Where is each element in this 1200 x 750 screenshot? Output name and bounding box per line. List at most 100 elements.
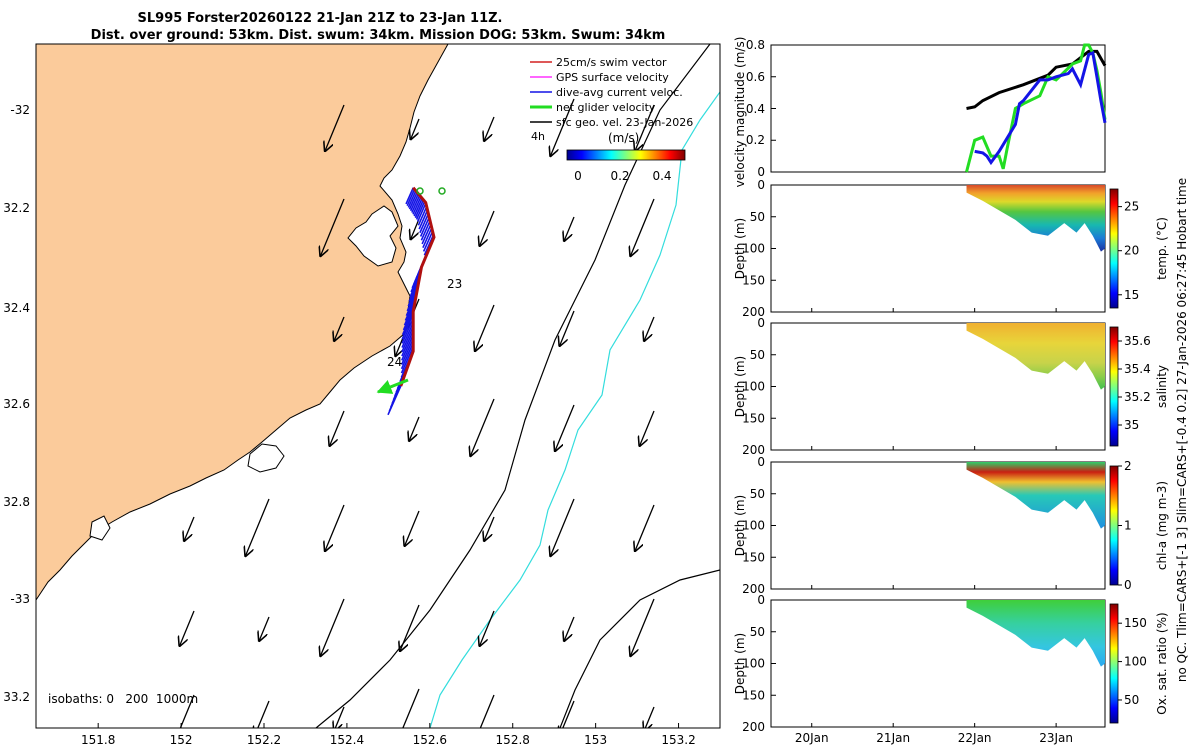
velocity-panel: 0 0.2 0.4 0.6 0.8 velocity magnitude (m/… — [733, 37, 1107, 188]
dive-avg-vector — [400, 342, 414, 370]
map-xtick-label: 152.6 — [413, 733, 447, 747]
geo-velocity-arrow — [644, 706, 655, 728]
depth-section-field — [966, 600, 1105, 667]
geo-velocity-arrow — [564, 216, 575, 241]
dive-avg-vector — [387, 385, 402, 416]
depth-ytick-label: 0 — [757, 178, 765, 192]
depth-ylabel: Depth (m) — [733, 495, 747, 556]
colorbar-label: temp. (°C) — [1155, 217, 1169, 280]
dive-avg-vector — [408, 191, 418, 210]
velocity-series-line — [974, 50, 1107, 166]
depth-section-field — [966, 462, 1105, 529]
geo-velocity-arrow — [630, 198, 655, 256]
track-start-marker-2 — [438, 187, 446, 195]
dive-avg-vector — [417, 206, 428, 226]
dive-avg-vector — [401, 318, 414, 344]
geo-velocity-arrow — [555, 404, 575, 451]
glider-track — [399, 186, 436, 387]
geo-velocity-arrow — [484, 516, 495, 541]
colorbar-tick-label: 35.2 — [1124, 390, 1151, 404]
legend-dive: dive-avg current veloc. — [556, 86, 683, 99]
geo-velocity-arrow — [325, 104, 345, 151]
dive-avg-vector — [419, 216, 430, 237]
dive-avg-vector — [401, 330, 414, 357]
geo-velocity-arrow — [640, 410, 655, 446]
vel-ytick: 0.4 — [746, 102, 765, 116]
colorbar-tick-label: 0 — [1124, 578, 1132, 592]
dive-avg-vector — [400, 338, 414, 365]
colorbar-label: salinity — [1155, 365, 1169, 408]
estuary — [347, 205, 399, 267]
dive-avg-vector — [401, 326, 414, 353]
depth-ytick-label: 150 — [742, 688, 765, 702]
geo-velocity-arrow — [550, 98, 575, 156]
depth-colorbar — [1109, 326, 1119, 447]
geo-velocity-arrow — [405, 510, 420, 546]
dive-avg-vector — [420, 220, 431, 241]
depth-xtick-label: 20Jan — [795, 731, 829, 745]
dive-avg-vector — [416, 202, 427, 222]
geo-velocity-arrow — [400, 604, 420, 651]
isobath-1000 — [429, 91, 720, 728]
geo-velocity-arrow — [402, 688, 420, 728]
depth-ytick-label: 200 — [742, 720, 765, 734]
legend-gps: GPS surface velocity — [556, 71, 669, 84]
depth-section-field — [966, 185, 1105, 252]
dive-avg-vector — [401, 322, 414, 348]
map-ytick: 32.6 — [3, 397, 30, 411]
colorbar-tick-label: 150 — [1124, 616, 1147, 630]
geo-velocity-arrow — [411, 118, 420, 139]
side-note: no QC. Tlim=CARS+[-1 3] Slim=CARS+[-0.4 … — [1175, 178, 1189, 682]
geo-velocity-arrow — [320, 198, 345, 256]
map-panel: 23 24 isobaths: 0 200 1000m 151.8 152 152.… — [3, 43, 721, 747]
dive-avg-vector — [411, 194, 421, 213]
geo-velocity-arrow — [630, 598, 655, 656]
geo-velocity-arrow — [470, 398, 495, 456]
speed-colorbar-tick: 0.4 — [652, 169, 671, 183]
depth-ytick-label: 0 — [757, 316, 765, 330]
dive-avg-vector — [421, 224, 432, 245]
depth-colorbar — [1109, 188, 1119, 309]
dive-avg-vector — [418, 209, 429, 230]
geo-velocity-arrow — [179, 694, 195, 728]
vel-ytick: 0.6 — [746, 70, 765, 84]
depth-ylabel: Depth (m) — [733, 356, 747, 417]
dive-avg-vector — [423, 234, 435, 256]
isobath-200 — [315, 44, 711, 728]
geo-velocity-arrow — [480, 210, 495, 246]
depth-ytick-label: 150 — [742, 411, 765, 425]
depth-ytick-label: 200 — [742, 582, 765, 596]
velocity-series-line — [965, 43, 1107, 173]
map-frame — [35, 43, 721, 729]
geo-velocity-arrow — [484, 116, 495, 141]
map-ytick: -33 — [10, 592, 30, 606]
map-ytick: -32 — [10, 103, 30, 117]
map-ytick: 32.8 — [3, 495, 30, 509]
net-glider-velocity-arrow — [376, 378, 409, 394]
geo-velocity-arrow — [560, 700, 575, 728]
colorbar-tick-label: 35.6 — [1124, 334, 1151, 348]
colorbar-tick-label: 35.4 — [1124, 362, 1151, 376]
dive-avg-vector — [412, 196, 422, 215]
depth-xtick-label: 21Jan — [876, 731, 910, 745]
velocity-y-ticks: 0 0.2 0.4 0.6 0.8 — [746, 38, 765, 179]
depth-colorbar — [1109, 603, 1119, 724]
colorbar-tick-label: 15 — [1124, 288, 1139, 302]
velocity-ylabel: velocity magnitude (m/s) — [733, 37, 747, 188]
colorbar-tick-label: 35 — [1124, 418, 1139, 432]
map-xtick-label: 153.2 — [661, 733, 695, 747]
velocity-lines — [771, 43, 1107, 173]
geo-velocity-arrow — [550, 498, 575, 556]
dive-avg-vector — [415, 201, 426, 220]
vel-ytick: 0.2 — [746, 133, 765, 147]
speed-colorbar-tick: 0.2 — [610, 169, 629, 183]
land — [36, 44, 449, 601]
map-content: 23 24 isobaths: 0 200 1000m — [36, 44, 720, 728]
depth-ytick-label: 200 — [742, 305, 765, 319]
geo-velocity-arrow — [480, 610, 495, 646]
day-label-24: 24 — [387, 355, 402, 369]
geo-velocity-arrow — [409, 416, 420, 441]
depth-ytick-label: 100 — [742, 242, 765, 256]
depth-ytick-label: 200 — [742, 443, 765, 457]
depth-ytick-label: 0 — [757, 455, 765, 469]
